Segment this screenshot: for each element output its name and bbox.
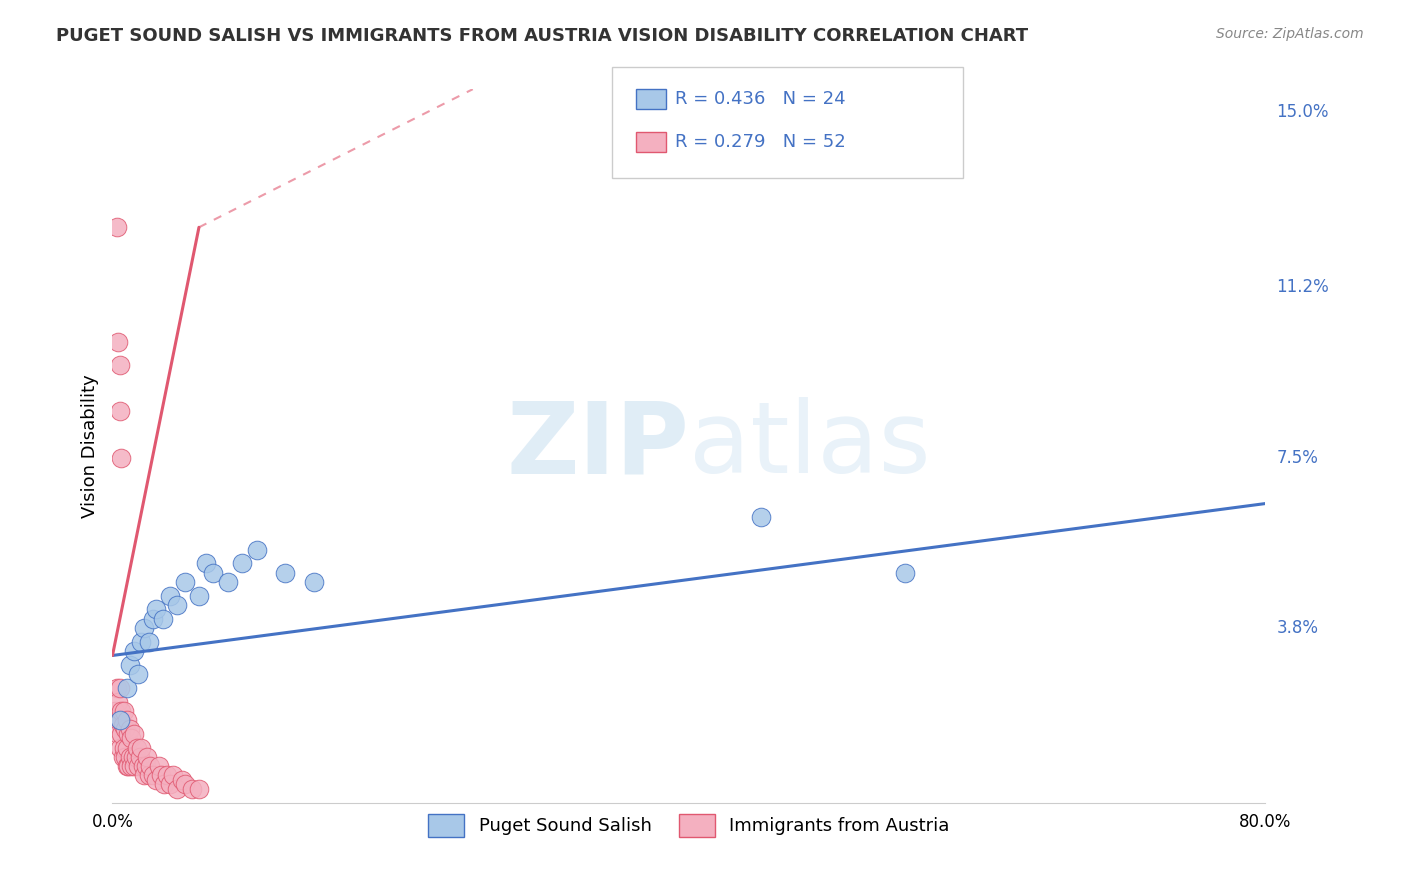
Point <box>108 713 131 727</box>
Point <box>139 759 162 773</box>
Point <box>112 704 135 718</box>
Point <box>120 759 142 773</box>
Point <box>122 727 145 741</box>
Text: PUGET SOUND SALISH VS IMMIGRANTS FROM AUSTRIA VISION DISABILITY CORRELATION CHAR: PUGET SOUND SALISH VS IMMIGRANTS FROM AU… <box>56 27 1028 45</box>
Point <box>105 220 128 235</box>
Point <box>114 749 136 764</box>
Point <box>115 759 138 773</box>
Point <box>122 644 145 658</box>
Point <box>138 634 160 648</box>
Point <box>110 450 132 465</box>
Text: 15.0%: 15.0% <box>1277 103 1329 121</box>
Legend: Puget Sound Salish, Immigrants from Austria: Puget Sound Salish, Immigrants from Aust… <box>420 807 957 844</box>
Point <box>117 727 139 741</box>
Point <box>115 740 138 755</box>
Text: 11.2%: 11.2% <box>1277 278 1329 296</box>
Point <box>170 772 193 787</box>
Text: atlas: atlas <box>689 398 931 494</box>
Point <box>166 598 188 612</box>
Point <box>188 782 211 797</box>
Point <box>118 722 141 736</box>
Point <box>152 612 174 626</box>
Point <box>105 681 128 695</box>
Point <box>159 589 181 603</box>
Point <box>124 749 146 764</box>
Point <box>188 589 211 603</box>
Point <box>115 713 138 727</box>
Point <box>121 749 143 764</box>
Point <box>274 566 297 580</box>
Point <box>108 404 131 418</box>
Point <box>108 713 131 727</box>
Point <box>120 731 142 746</box>
Point <box>108 681 131 695</box>
Point <box>148 759 170 773</box>
Point <box>134 621 156 635</box>
Point <box>118 749 141 764</box>
Point <box>142 612 165 626</box>
Point <box>107 727 129 741</box>
Point <box>142 768 165 782</box>
Point <box>162 768 184 782</box>
Point <box>105 713 128 727</box>
Point <box>122 759 145 773</box>
Point <box>125 740 148 755</box>
Point <box>115 681 138 695</box>
Point <box>129 634 153 648</box>
Point <box>894 566 917 580</box>
Point <box>145 602 167 616</box>
Point <box>107 335 129 350</box>
Point <box>304 574 326 589</box>
Point <box>129 740 153 755</box>
Text: Source: ZipAtlas.com: Source: ZipAtlas.com <box>1216 27 1364 41</box>
Point <box>180 782 202 797</box>
Point <box>166 782 188 797</box>
Point <box>749 510 772 524</box>
Point <box>112 740 135 755</box>
Point <box>108 359 131 373</box>
Point <box>156 768 179 782</box>
Point <box>246 542 269 557</box>
Point <box>173 777 195 791</box>
Point <box>114 722 136 736</box>
Point <box>127 666 149 681</box>
Point <box>118 657 141 672</box>
Point <box>111 749 134 764</box>
Point <box>104 704 127 718</box>
Point <box>136 749 159 764</box>
Point <box>110 704 132 718</box>
Y-axis label: Vision Disability: Vision Disability <box>80 374 98 518</box>
Text: R = 0.279   N = 52: R = 0.279 N = 52 <box>675 133 845 151</box>
Text: R = 0.436   N = 24: R = 0.436 N = 24 <box>675 90 845 108</box>
Point <box>231 557 253 571</box>
Text: 7.5%: 7.5% <box>1277 449 1319 467</box>
Point <box>173 574 195 589</box>
Point <box>145 772 167 787</box>
Point <box>217 574 239 589</box>
Point <box>128 749 150 764</box>
Point <box>159 777 181 791</box>
Point <box>138 768 160 782</box>
Point <box>153 777 176 791</box>
Point <box>110 727 132 741</box>
Point <box>132 759 155 773</box>
Text: 3.8%: 3.8% <box>1277 619 1319 637</box>
Point <box>107 694 129 708</box>
Point <box>108 740 131 755</box>
Point <box>117 759 139 773</box>
Point <box>111 717 134 731</box>
Point <box>134 768 156 782</box>
Point <box>195 557 218 571</box>
Text: ZIP: ZIP <box>506 398 689 494</box>
Point <box>127 759 149 773</box>
Point <box>202 566 225 580</box>
Point <box>135 759 157 773</box>
Point <box>150 768 173 782</box>
